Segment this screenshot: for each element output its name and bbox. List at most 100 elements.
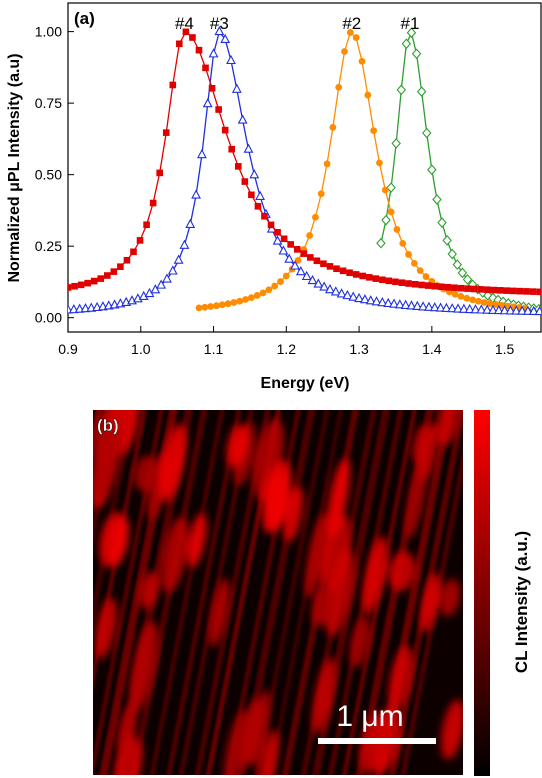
data-point: [482, 304, 493, 314]
data-point: [255, 190, 266, 200]
data-point: [469, 296, 476, 304]
data-point: [391, 138, 401, 149]
data-point: [271, 282, 279, 290]
data-point: [339, 267, 347, 275]
series-n2: [195, 29, 529, 312]
data-point: [68, 284, 72, 291]
cl-bright-spot: [93, 420, 122, 500]
data-point: [208, 84, 216, 92]
data-point: [214, 25, 225, 36]
data-point: [329, 123, 337, 131]
data-point: [313, 278, 324, 288]
cl-bright-spot: [129, 620, 159, 713]
data-point: [169, 81, 177, 89]
scale-bar: [318, 738, 436, 744]
cl-stripe: [93, 410, 147, 690]
cl-bright-spot: [362, 535, 387, 615]
data-point: [406, 300, 417, 310]
data-point: [348, 291, 359, 301]
data-point: [335, 83, 343, 91]
cl-map-image: [11, 400, 463, 778]
data-point: [195, 304, 203, 312]
cl-stripe: [11, 400, 86, 778]
scale-bar-label: 1 μm: [336, 700, 403, 733]
cl-stripe: [93, 410, 102, 456]
data-point: [253, 292, 261, 299]
data-point: [323, 160, 331, 168]
cl-bright-spot: [440, 699, 463, 760]
data-point: [226, 54, 236, 65]
cl-stripe: [130, 410, 208, 775]
cl-bright-spot: [387, 551, 417, 592]
data-point: [90, 277, 98, 285]
data-point: [377, 296, 388, 307]
cl-bright-spot: [326, 458, 351, 538]
data-point: [290, 260, 300, 270]
data-point: [435, 302, 446, 312]
data-point: [381, 214, 391, 226]
series-group: [68, 25, 541, 316]
data-point: [267, 221, 275, 229]
data-point: [307, 274, 318, 285]
data-point: [462, 274, 473, 285]
data-point: [185, 218, 196, 228]
cl-bright-spot: [248, 689, 270, 768]
colorbar: [474, 410, 490, 776]
data-point: [84, 279, 91, 287]
data-point: [522, 305, 533, 315]
data-point: [346, 269, 353, 277]
data-point: [493, 304, 504, 315]
data-point: [352, 34, 360, 41]
data-point: [300, 250, 308, 257]
data-point: [389, 298, 399, 308]
data-point: [499, 305, 510, 315]
data-point: [333, 265, 340, 273]
data-point: [236, 297, 244, 305]
data-point: [307, 254, 314, 261]
data-point: [372, 275, 380, 282]
x-tick-label: 1.5: [495, 341, 515, 357]
data-point: [282, 272, 290, 280]
cl-stripe: [268, 410, 343, 775]
cl-bright-spot: [187, 513, 207, 568]
data-point: [405, 280, 412, 287]
data-point: [358, 57, 366, 65]
data-point: [326, 263, 334, 270]
data-point: [496, 287, 504, 294]
data-point: [511, 305, 522, 315]
data-point: [213, 302, 220, 310]
data-point: [156, 279, 167, 289]
data-point: [274, 229, 281, 236]
data-point: [243, 143, 254, 153]
cl-bright-spot: [349, 616, 371, 668]
peak-label: #4: [175, 14, 194, 33]
data-point: [505, 305, 516, 315]
data-point: [441, 302, 452, 312]
data-point: [230, 299, 238, 306]
data-point: [490, 286, 497, 294]
panel-a-line-chart: (a) 0.00 0.25 0.50 0.75 1.00 0.9 1.0 1.1 1.2 1.3…: [6, 2, 542, 392]
data-point: [475, 297, 482, 305]
data-point: [77, 281, 85, 289]
data-point: [167, 265, 178, 275]
data-point: [463, 294, 471, 302]
data-point: [371, 296, 382, 306]
cl-bright-spot: [311, 587, 334, 627]
y-axis: 0.00 0.25 0.50 0.75 1.00: [35, 24, 74, 326]
data-point: [220, 33, 231, 43]
data-point: [359, 272, 367, 280]
data-point: [418, 301, 429, 311]
data-point: [476, 304, 487, 314]
data-point: [317, 190, 325, 198]
data-point: [411, 48, 422, 60]
data-point: [427, 164, 437, 176]
data-point: [412, 300, 423, 311]
cl-bright-spot: [208, 578, 230, 647]
data-point: [136, 237, 144, 244]
data-point: [179, 239, 190, 249]
data-point: [470, 304, 481, 314]
cl-bright-spot: [116, 702, 138, 759]
data-point: [234, 163, 242, 170]
data-point: [341, 48, 348, 55]
data-point: [432, 194, 442, 205]
